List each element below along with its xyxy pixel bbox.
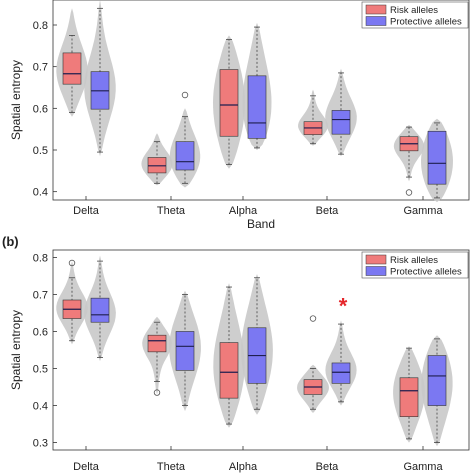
legend-entry: Risk alleles xyxy=(390,5,438,16)
x-tick-label: Gamma xyxy=(403,205,443,217)
x-tick-label: Gamma xyxy=(403,461,443,473)
y-tick-label: 0.7 xyxy=(33,289,48,301)
plot-frame xyxy=(52,249,470,451)
x-tick-label: Delta xyxy=(73,205,100,217)
box xyxy=(219,69,239,137)
y-tick-label: 0.4 xyxy=(33,401,48,413)
chart-panel-2: 0.3 0.4 0.5 0.6 0.7 0.8 Spatial entropy Delta Th… xyxy=(2,234,470,473)
x-tick-label: Delta xyxy=(73,461,100,473)
y-tick-label: 0.8 xyxy=(33,252,48,264)
legend-entry: Protective alleles xyxy=(390,17,462,28)
legend-swatch xyxy=(365,254,387,265)
box xyxy=(247,75,267,139)
y-axis-label: Spatial entropy xyxy=(9,60,23,140)
y-tick-label: 0.7 xyxy=(33,62,48,74)
y-tick-label: 0.5 xyxy=(33,145,48,157)
legend-entry: Protective alleles xyxy=(390,267,462,278)
box xyxy=(175,331,195,371)
y-tick-label: 0.4 xyxy=(33,187,48,199)
y-tick-label: 0.5 xyxy=(33,364,48,376)
box xyxy=(175,141,195,171)
significance-marker: * xyxy=(339,294,348,319)
outlier-point xyxy=(68,259,76,267)
y-axis-label: Spatial entropy xyxy=(9,310,23,390)
box xyxy=(331,362,351,384)
panel-label: (b) xyxy=(2,234,19,249)
legend-swatch xyxy=(365,266,387,276)
outlier-point xyxy=(153,389,161,396)
box xyxy=(62,52,82,85)
box xyxy=(399,377,419,417)
box xyxy=(427,355,447,406)
x-tick-label: Theta xyxy=(157,461,186,473)
outlier-point xyxy=(181,91,189,99)
x-tick-label: Beta xyxy=(316,461,340,473)
plot-frame xyxy=(52,0,470,201)
x-tick-label: Alpha xyxy=(229,205,258,217)
x-tick-label: Alpha xyxy=(229,461,258,473)
box xyxy=(90,297,110,323)
box xyxy=(427,130,447,185)
y-tick-label: 0.8 xyxy=(33,20,48,32)
x-tick-label: Theta xyxy=(157,205,186,217)
legend-entry: Risk alleles xyxy=(390,255,438,266)
box xyxy=(147,157,167,174)
box xyxy=(219,342,239,399)
x-axis-label: Band xyxy=(247,217,275,231)
y-tick-label: 0.6 xyxy=(33,326,48,338)
y-tick-label: 0.6 xyxy=(33,103,48,115)
legend-swatch xyxy=(365,4,387,15)
chart-panel-1: 0.4 0.5 0.6 0.7 0.8 Spatial entropy Delta Theta… xyxy=(9,0,470,231)
box xyxy=(147,334,167,353)
y-tick-label: 0.3 xyxy=(33,438,48,450)
outlier-point xyxy=(405,189,413,196)
outlier-point xyxy=(309,315,317,322)
x-tick-label: Beta xyxy=(316,205,340,217)
legend-swatch xyxy=(365,16,387,26)
box xyxy=(331,110,351,135)
